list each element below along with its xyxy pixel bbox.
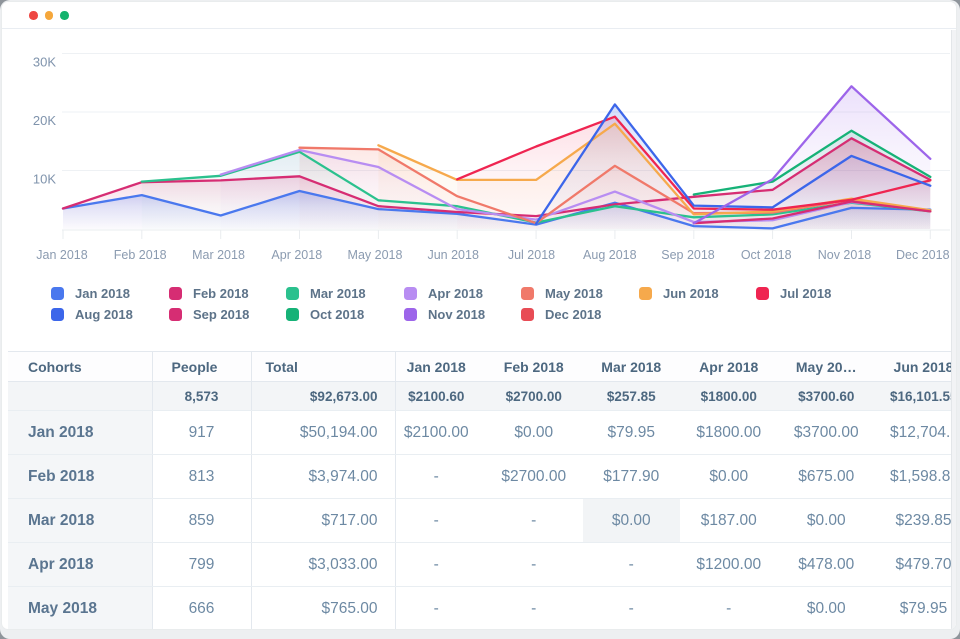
svg-text:Dec 2018: Dec 2018 (896, 248, 950, 262)
svg-text:Oct 2018: Oct 2018 (741, 248, 792, 262)
svg-text:Sep 2018: Sep 2018 (661, 248, 715, 262)
svg-text:Jun 2018: Jun 2018 (427, 248, 478, 262)
svg-text:10K: 10K (33, 172, 56, 187)
svg-text:20K: 20K (33, 113, 56, 128)
svg-text:May 2018: May 2018 (348, 248, 403, 262)
svg-text:Apr 2018: Apr 2018 (271, 248, 322, 262)
svg-text:Mar 2018: Mar 2018 (192, 248, 245, 262)
svg-text:Jul 2018: Jul 2018 (508, 248, 555, 262)
svg-text:Aug 2018: Aug 2018 (583, 248, 637, 262)
svg-text:Feb 2018: Feb 2018 (114, 248, 167, 262)
svg-text:Jan 2018: Jan 2018 (36, 248, 87, 262)
svg-text:Nov 2018: Nov 2018 (818, 248, 872, 262)
svg-text:30K: 30K (33, 55, 56, 70)
